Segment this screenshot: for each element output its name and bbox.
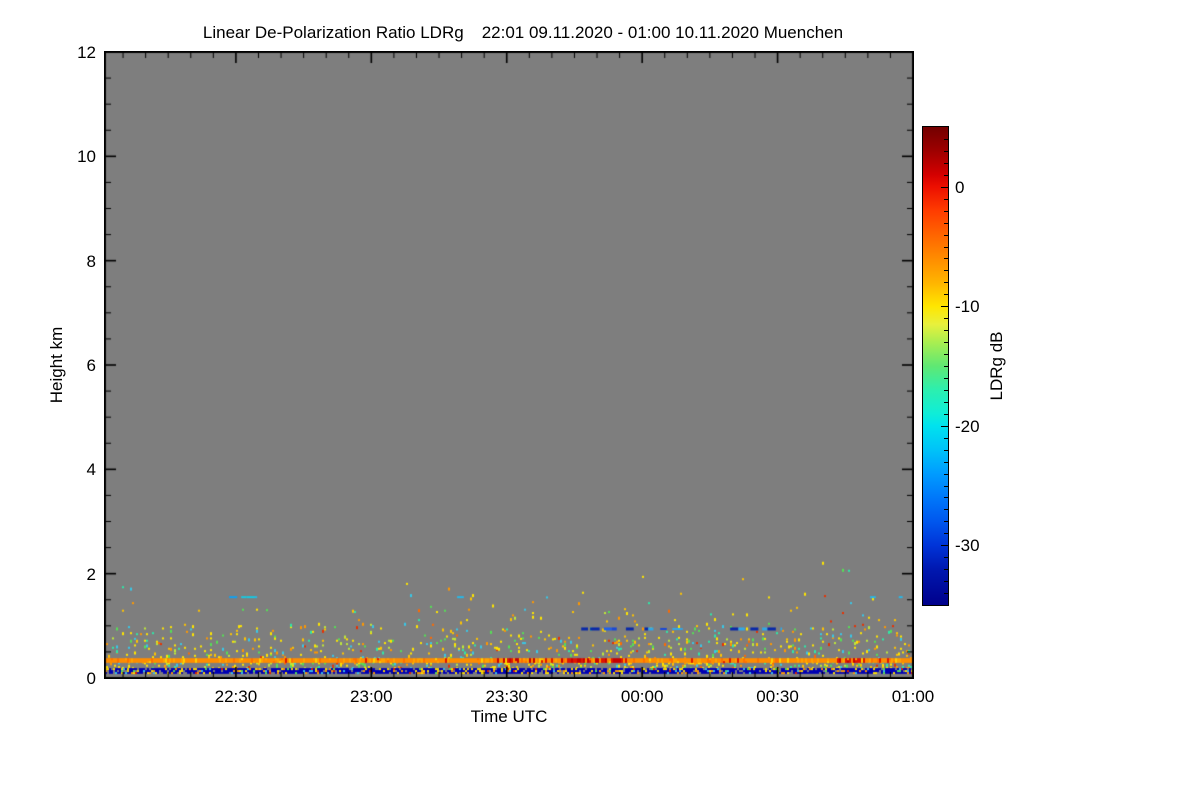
chart-title-period: 22:01 09.11.2020 - 01:00 10.11.2020 Muen…: [481, 23, 844, 42]
colorbar-minor-tick: [944, 521, 948, 523]
colorbar-minor-tick: [944, 485, 948, 487]
plot-canvas: [104, 51, 914, 679]
colorbar-minor-tick: [944, 593, 948, 595]
colorbar-minor-tick: [944, 569, 948, 571]
colorbar-minor-tick: [944, 401, 948, 403]
y-tick-label: 8: [86, 251, 96, 271]
colorbar-minor-tick: [944, 473, 948, 475]
colorbar-minor-tick: [944, 258, 948, 260]
colorbar-tick-label: -10: [955, 297, 980, 317]
x-axis-title: Time UTC: [470, 707, 548, 726]
x-tick-label: 22:30: [214, 687, 258, 706]
chart-title: Linear De-Polarization Ratio LDRg 22:01 0…: [0, 23, 1046, 43]
colorbar-minor-tick: [944, 497, 948, 499]
colorbar-minor-tick: [944, 509, 948, 511]
x-tick-label: 23:30: [485, 687, 528, 706]
colorbar-minor-tick: [944, 234, 948, 236]
colorbar-minor-tick: [944, 533, 948, 535]
colorbar-minor-tick: [944, 461, 948, 463]
colorbar-minor-tick: [944, 389, 948, 391]
colorbar-minor-tick: [944, 246, 948, 248]
colorbar-minor-tick: [944, 581, 948, 583]
colorbar-minor-tick: [944, 413, 948, 415]
colorbar-major-tick: [941, 306, 948, 308]
y-tick-label: 4: [86, 460, 96, 480]
colorbar-minor-tick: [944, 174, 948, 176]
colorbar-minor-tick: [944, 162, 948, 164]
colorbar-minor-tick: [944, 366, 948, 367]
colorbar-minor-tick: [944, 222, 948, 224]
colorbar-major-tick: [941, 545, 948, 547]
colorbar-minor-tick: [944, 437, 948, 439]
x-tick-label: 00:00: [620, 687, 664, 706]
colorbar-minor-tick: [944, 138, 948, 140]
colorbar-tick-label: 0: [955, 177, 965, 197]
colorbar-minor-tick: [944, 150, 948, 152]
colorbar-minor-tick: [944, 198, 948, 200]
chart-title-main: Linear De-Polarization Ratio LDRg: [202, 23, 464, 42]
colorbar-minor-tick: [944, 294, 948, 296]
y-tick-label: 12: [77, 43, 96, 62]
colorbar-tick-label: -30: [955, 536, 980, 556]
colorbar-minor-tick: [944, 449, 948, 451]
colorbar-minor-tick: [944, 354, 948, 356]
y-tick-label: 0: [86, 669, 96, 688]
colorbar-minor-tick: [944, 557, 948, 559]
x-tick-label: 23:00: [350, 687, 393, 706]
colorbar-minor-tick: [944, 270, 948, 272]
y-tick-label: 10: [77, 147, 96, 167]
colorbar-major-tick: [941, 425, 948, 427]
colorbar-minor-tick: [944, 330, 948, 332]
colorbar-minor-tick: [944, 210, 948, 212]
colorbar-minor-tick: [944, 318, 948, 320]
colorbar-tick-label: -20: [955, 416, 980, 436]
y-tick-label: 6: [86, 356, 96, 375]
colorbar-title: LDRg dB: [987, 331, 1006, 401]
colorbar-minor-tick: [944, 377, 948, 379]
colorbar: [922, 126, 949, 606]
x-tick-label: 01:00: [891, 687, 935, 706]
x-tick-label: 00:30: [756, 687, 799, 706]
colorbar-major-tick: [941, 186, 948, 188]
y-tick-label: 2: [86, 564, 96, 584]
colorbar-minor-tick: [944, 342, 948, 344]
colorbar-minor-tick: [944, 282, 948, 284]
